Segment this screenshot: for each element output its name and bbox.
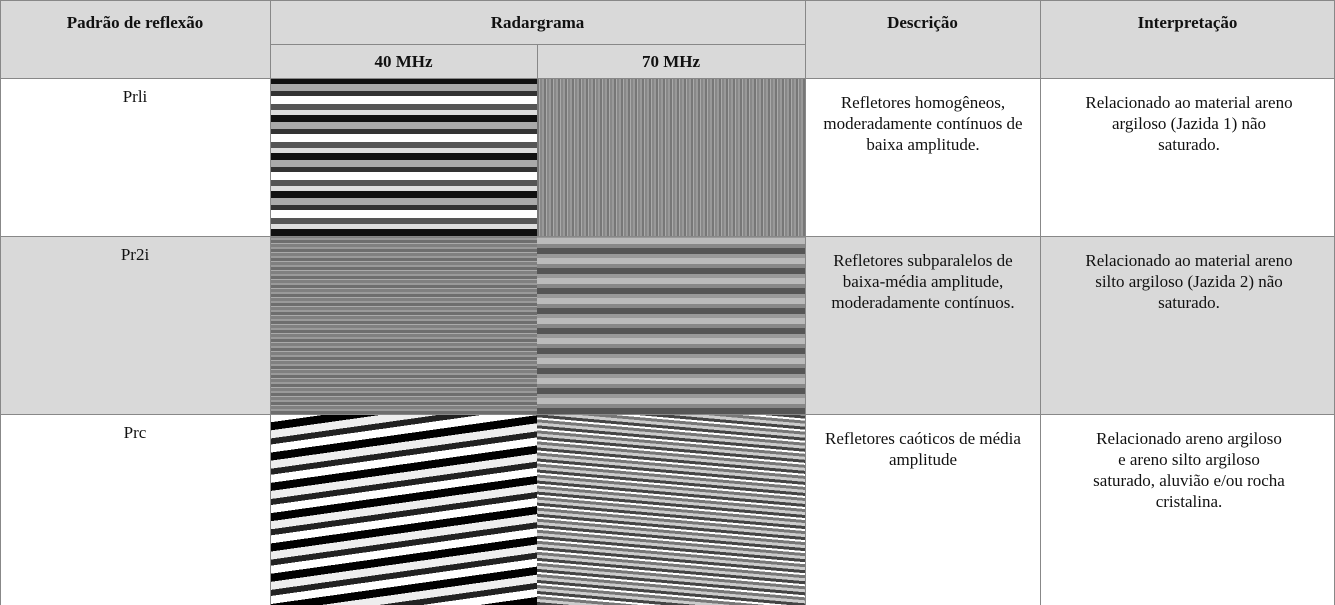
header-cell: Padrão de reflexão [66,13,204,32]
radargram [537,236,805,414]
radargram [270,78,537,236]
pattern-cell: Prli [122,87,148,106]
rule [270,0,271,605]
rule [537,44,538,78]
header-cell: Descrição [887,13,958,32]
description-cell: Refletores subparalelos de baixa-média a… [831,251,1015,312]
description-cell: Refletores homogêneos, moderadamente con… [823,93,1023,154]
radargram [270,414,537,605]
header-bg [0,0,1335,78]
pattern-cell: Pr2i [120,245,150,264]
rule [0,236,1335,237]
rule [805,0,806,605]
radargram [537,78,805,236]
row-bg [805,236,1335,414]
header-cell: Radargrama [490,13,585,32]
pattern-cell: Prc [123,423,147,442]
interpretation-cell: Relacionado ao material areno silto argi… [1085,251,1293,312]
rule [0,0,1335,1]
radargram [270,236,537,414]
rule [1040,0,1041,605]
header-cell: 70 MHz [641,52,701,71]
radargram [537,414,805,605]
interpretation-cell: Relacionado areno argiloso e areno silto… [1093,429,1285,511]
rule [0,78,1335,79]
rule [0,0,1,605]
description-cell: Refletores caóticos de média amplitude [825,429,1021,469]
header-cell: 40 MHz [374,52,433,71]
rule [0,414,1335,415]
interpretation-cell: Relacionado ao material areno argiloso (… [1085,93,1293,154]
header-cell: Interpretação [1137,13,1238,32]
row-bg [0,236,270,414]
